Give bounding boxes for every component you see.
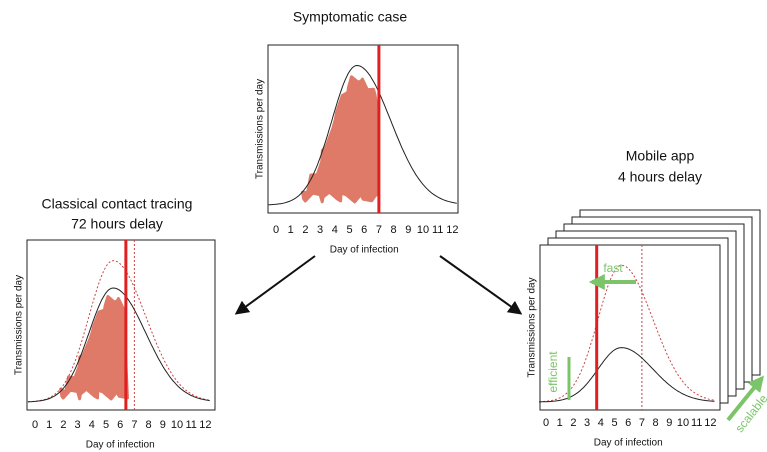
x-tick-label: 11	[432, 224, 443, 236]
x-tick-label: 10	[417, 224, 429, 236]
x-tick-label: 9	[160, 419, 166, 431]
x-tick-label: 6	[361, 224, 367, 236]
x-axis-label: Day of infection	[594, 438, 663, 449]
x-tick-label: 8	[146, 419, 152, 431]
x-tick-label: 0	[543, 417, 549, 429]
x-tick-label: 11	[185, 419, 196, 431]
x-tick-label: 5	[103, 419, 109, 431]
x-tick-label: 12	[199, 419, 211, 431]
x-tick-label: 7	[639, 417, 645, 429]
x-tick-label: 9	[405, 224, 411, 236]
x-tick-label: 10	[677, 417, 689, 429]
x-tick-label: 0	[273, 224, 279, 236]
x-tick-label: 10	[171, 419, 183, 431]
arrow	[439, 255, 523, 315]
x-tick-label: 5	[611, 417, 617, 429]
x-axis-label: Day of infection	[330, 245, 399, 256]
x-tick-label: 4	[332, 224, 338, 236]
x-tick-label: 11	[691, 417, 702, 429]
x-tick-label: 8	[391, 224, 397, 236]
x-tick-label: 6	[625, 417, 631, 429]
scalable-arrow	[726, 375, 765, 422]
x-tick-label: 9	[666, 417, 672, 429]
x-tick-label: 2	[60, 419, 66, 431]
annotation: scalable	[732, 392, 767, 436]
x-tick-label: 1	[288, 224, 294, 236]
y-axis-label: Transmissions per day	[14, 275, 25, 375]
panel-title: Mobile app	[626, 148, 695, 164]
x-tick-label: 7	[131, 419, 137, 431]
x-tick-label: 12	[446, 224, 458, 236]
x-tick-label: 12	[704, 417, 716, 429]
x-tick-label: 3	[75, 419, 81, 431]
x-tick-label: 7	[376, 224, 382, 236]
panel-title: Symptomatic case	[293, 9, 408, 25]
x-tick-label: 4	[598, 417, 604, 429]
x-axis-label: Day of infection	[86, 440, 155, 451]
panel-title: Classical contact tracing	[42, 196, 193, 212]
x-tick-label: 1	[557, 417, 563, 429]
x-tick-label: 1	[46, 419, 52, 431]
y-axis-label: Transmissions per day	[527, 277, 538, 377]
x-tick-label: 0	[32, 419, 38, 431]
x-tick-label: 4	[89, 419, 95, 431]
panel-title: 72 hours delay	[71, 216, 163, 232]
arrow	[234, 255, 316, 315]
original-curve	[27, 260, 210, 403]
x-tick-label: 5	[346, 224, 352, 236]
transmission-curve	[268, 64, 457, 206]
x-tick-label: 3	[584, 417, 590, 429]
panel-title: 4 hours delay	[618, 169, 702, 185]
original-curve	[539, 264, 715, 403]
x-tick-label: 3	[317, 224, 323, 236]
x-tick-label: 2	[570, 417, 576, 429]
annotation: efficient	[546, 351, 560, 393]
transmission-blob	[301, 75, 380, 204]
x-tick-label: 6	[117, 419, 123, 431]
x-tick-label: 8	[653, 417, 659, 429]
annotation: fast	[603, 261, 623, 275]
y-axis-label: Transmissions per day	[255, 79, 266, 179]
x-tick-label: 2	[302, 224, 308, 236]
transmission-curve	[27, 287, 210, 403]
